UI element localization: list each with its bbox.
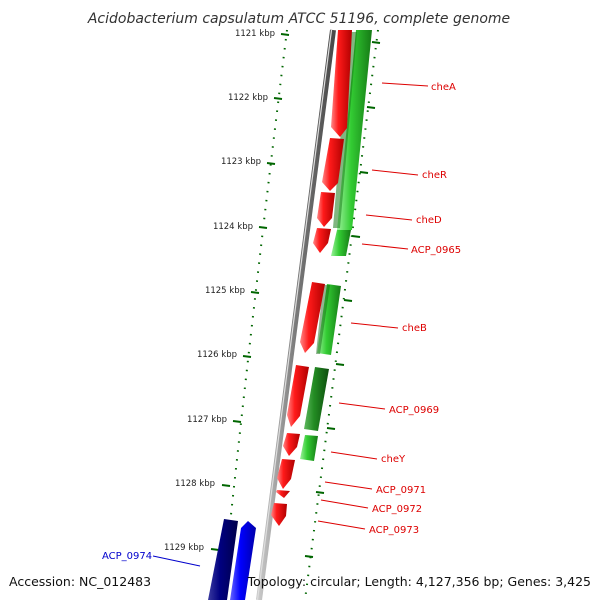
gene-acp0972 <box>276 490 290 498</box>
gene-acp0965 <box>313 228 331 253</box>
accession-text: Accession: NC_012483 <box>9 574 151 589</box>
gene-label-cheR: cheR <box>422 170 447 181</box>
tick-label-1126: 1126 kbp <box>197 350 237 360</box>
gene-label-acp0971: ACP_0971 <box>376 485 426 496</box>
gene-acp0974 <box>208 519 238 600</box>
gene-labels: cheA cheR cheD ACP_0965 cheB ACP_0969 ch… <box>102 82 461 562</box>
gene-acp0971 <box>277 459 295 489</box>
gene-label-acp0965: ACP_0965 <box>411 245 461 256</box>
tick-label-1124: 1124 kbp <box>213 222 253 232</box>
gene-label-acp0973: ACP_0973 <box>369 525 419 536</box>
gene-label-acp0972: ACP_0972 <box>372 504 422 515</box>
forward-genes <box>271 30 352 526</box>
orf-feature <box>300 435 318 461</box>
tick-label-1122: 1122 kbp <box>228 93 268 103</box>
gene-label-cheA: cheA <box>431 82 456 93</box>
gene-callouts <box>152 82 429 567</box>
tick-label-1125: 1125 kbp <box>205 286 245 296</box>
gene-label-acp0969: ACP_0969 <box>389 405 439 416</box>
gene-cheB <box>300 282 325 353</box>
genome-backbone <box>256 29 336 600</box>
reverse-genes <box>208 519 256 600</box>
orf-feature <box>331 230 351 256</box>
orf-feature <box>317 284 341 355</box>
tick-label-1129: 1129 kbp <box>164 543 204 553</box>
kbp-ticks: 1121 kbp 1122 kbp 1123 kbp 1124 kbp 1125… <box>164 29 290 553</box>
gene-reverse-neighbor <box>230 521 256 600</box>
tick-label-1127: 1127 kbp <box>187 415 227 425</box>
gene-acp0969 <box>287 365 309 427</box>
gene-acp0973 <box>271 503 287 526</box>
orf-track-marks <box>304 41 381 558</box>
orf-feature <box>337 30 372 230</box>
gene-label-cheD: cheD <box>416 215 442 226</box>
tick-label-1121: 1121 kbp <box>235 29 275 39</box>
tick-label-1123: 1123 kbp <box>221 157 261 167</box>
gene-label-acp0974: ACP_0974 <box>102 551 152 562</box>
map-title: Acidobacterium capsulatum ATCC 51196, co… <box>87 11 510 27</box>
gene-cheD <box>317 192 335 227</box>
gene-label-cheY: cheY <box>381 454 406 465</box>
tick-label-1128: 1128 kbp <box>175 479 215 489</box>
orf-feature <box>304 367 329 431</box>
gene-cheY <box>283 433 300 456</box>
gene-label-cheB: cheB <box>402 323 427 334</box>
gene-cheA <box>331 30 352 137</box>
gene-cheR <box>322 138 344 191</box>
topology-text: Topology: circular; Length: 4,127,356 bp… <box>247 574 591 589</box>
